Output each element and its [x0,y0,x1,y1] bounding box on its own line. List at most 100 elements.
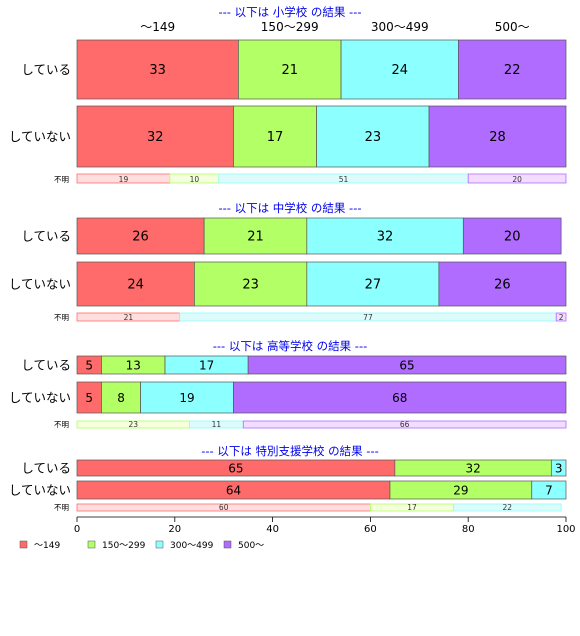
row-label: していない [9,390,71,405]
legend-swatch [223,540,232,549]
unknown-data-label: 11 [212,420,222,429]
unknown-data-label: 66 [400,420,410,429]
unknown-data-label: 51 [339,175,349,184]
data-label: 68 [392,391,407,405]
unknown-data-label: 21 [124,313,134,322]
data-label: 23 [242,278,259,293]
bar-segment [233,381,567,414]
data-label: 7 [545,483,553,497]
bar-segment [306,217,464,255]
row-label: している [21,461,71,476]
data-label: 17 [267,130,284,145]
segment-header-label: 150〜299 [261,20,319,34]
row-label: している [21,229,71,244]
unknown-data-label: 10 [190,175,200,184]
unknown-data-label: 19 [119,175,129,184]
unknown-bar-segment [555,312,567,322]
unknown-row-label: 不明 [54,503,69,512]
data-label: 3 [555,461,563,475]
data-label: 33 [149,63,166,78]
data-label: 64 [226,483,241,497]
x-tick-label: 20 [168,524,181,535]
data-label: 27 [365,278,382,293]
legend-swatch [87,540,96,549]
bar-segment [458,39,567,100]
legend-label: 150〜299 [102,541,146,551]
unknown-data-label: 17 [407,503,417,512]
data-label: 8 [117,391,125,405]
bar-segment [247,355,567,375]
data-label: 17 [199,358,214,372]
row-label: している [21,358,71,373]
data-label: 21 [281,63,298,78]
bar-segment [306,261,440,307]
x-tick-label: 100 [556,524,575,535]
panel-title: --- 以下は 高等学校 の結果 --- [213,339,368,353]
unknown-bar-segment [453,503,562,512]
legend-swatch [19,540,28,549]
data-label: 26 [494,278,511,293]
bar-segment [203,217,308,255]
bar-segment [101,381,141,414]
unknown-data-label: 77 [363,313,373,322]
x-tick-label: 0 [74,524,80,535]
unknown-data-label: 20 [512,175,522,184]
unknown-data-label: 22 [503,503,513,512]
bar-segment [316,105,430,168]
bar-segment [76,381,102,414]
row-label: していない [9,129,71,144]
bar-segment [238,39,342,100]
data-label: 5 [85,391,93,405]
bar-segment [438,261,567,307]
data-label: 24 [391,63,408,78]
data-label: 23 [365,130,382,145]
legend-swatch [155,540,164,549]
data-label: 32 [465,461,480,475]
bar-segment [194,261,308,307]
bar-segment [531,480,567,500]
data-label: 26 [132,230,149,245]
data-label: 22 [504,63,521,78]
bar-segment [76,39,239,100]
unknown-row-label: 不明 [54,420,69,429]
unknown-bar-segment [467,173,567,184]
row-label: していない [9,277,71,292]
unknown-row-label: 不明 [54,175,69,184]
segment-header-label: 〜149 [140,20,175,34]
panel-title: --- 以下は 小学校 の結果 --- [218,5,361,19]
x-tick-label: 80 [462,524,475,535]
row-label: していない [9,483,71,498]
bar-segment [140,381,234,414]
panel-title: --- 以下は 特別支援学校 の結果 --- [201,444,379,458]
x-tick-label: 60 [364,524,377,535]
unknown-data-label: 23 [128,420,138,429]
bar-segment [550,459,567,477]
legend-label: 500〜 [238,541,264,551]
unknown-bar-segment [242,420,567,429]
bar-segment [76,261,195,307]
data-label: 29 [453,483,468,497]
data-label: 19 [179,391,194,405]
data-label: 21 [247,230,264,245]
unknown-data-label: 60 [219,503,229,512]
bar-segment [76,105,234,168]
segment-header-label: 500〜 [495,20,530,34]
data-label: 65 [228,461,243,475]
data-label: 65 [399,358,414,372]
bar-segment [340,39,459,100]
data-label: 5 [85,358,93,372]
unknown-data-label: 2 [559,313,564,322]
data-label: 13 [126,358,141,372]
panel-title: --- 以下は 中学校 の結果 --- [218,201,361,215]
legend-label: 〜149 [34,541,60,551]
segment-header-label: 300〜499 [371,20,429,34]
unknown-row-label: 不明 [54,313,69,322]
data-label: 24 [127,278,144,293]
data-label: 32 [147,130,164,145]
legend-label: 300〜499 [170,541,214,551]
x-tick-label: 40 [266,524,279,535]
data-label: 32 [377,230,394,245]
data-label: 28 [489,130,506,145]
data-label: 20 [504,230,521,245]
